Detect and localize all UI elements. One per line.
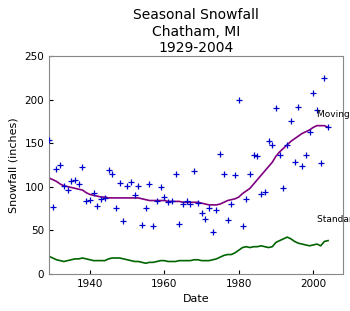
Point: [113, 206, 119, 211]
Point: [158, 184, 163, 189]
Point: [154, 198, 160, 203]
Y-axis label: Snowfall (inches): Snowfall (inches): [9, 117, 19, 213]
Point: [57, 162, 63, 167]
Point: [165, 200, 171, 205]
Point: [303, 153, 309, 158]
Point: [229, 202, 234, 207]
Point: [221, 172, 227, 177]
Point: [232, 173, 238, 178]
Point: [132, 193, 138, 198]
Point: [83, 198, 89, 203]
Point: [117, 181, 122, 186]
Point: [143, 206, 148, 211]
Point: [277, 153, 282, 158]
Point: [292, 160, 298, 165]
Point: [46, 137, 52, 142]
Point: [307, 129, 312, 134]
Point: [110, 172, 115, 177]
Point: [203, 216, 208, 221]
Point: [135, 183, 141, 188]
Point: [273, 106, 279, 111]
Point: [188, 202, 193, 207]
Point: [121, 218, 126, 223]
Point: [310, 91, 316, 96]
Point: [91, 190, 97, 195]
Point: [244, 196, 249, 201]
Point: [173, 171, 178, 176]
Point: [139, 222, 145, 227]
Point: [236, 97, 241, 102]
Point: [206, 206, 212, 211]
Point: [325, 125, 331, 130]
Point: [50, 205, 56, 210]
Point: [240, 223, 245, 228]
Point: [199, 210, 204, 215]
Point: [285, 142, 290, 147]
Point: [61, 183, 67, 188]
Point: [254, 154, 260, 159]
Point: [270, 142, 275, 147]
Point: [87, 197, 93, 202]
Point: [295, 105, 301, 110]
Point: [76, 182, 82, 187]
Point: [217, 152, 223, 157]
Title: Seasonal Snowfall
Chatham, MI
1929-2004: Seasonal Snowfall Chatham, MI 1929-2004: [133, 8, 259, 55]
Point: [184, 198, 189, 203]
Point: [54, 167, 59, 172]
Point: [299, 163, 305, 168]
Text: Standard Dev.: Standard Dev.: [317, 215, 350, 224]
Point: [176, 221, 182, 226]
Point: [258, 191, 264, 196]
Point: [288, 119, 294, 124]
Point: [210, 230, 216, 234]
Point: [191, 169, 197, 174]
Point: [124, 183, 130, 188]
Point: [195, 201, 201, 206]
Point: [65, 188, 70, 193]
Point: [169, 198, 175, 203]
Point: [98, 196, 104, 201]
Point: [147, 182, 152, 187]
Point: [262, 189, 268, 194]
Point: [180, 202, 186, 207]
Point: [106, 168, 111, 173]
Point: [225, 217, 230, 222]
Point: [94, 203, 100, 208]
Point: [128, 180, 134, 185]
Text: Moving Average: Moving Average: [317, 110, 350, 119]
Point: [214, 208, 219, 213]
Point: [322, 75, 327, 80]
X-axis label: Date: Date: [183, 294, 209, 304]
Point: [247, 171, 253, 176]
Point: [318, 160, 323, 165]
Point: [266, 139, 271, 144]
Point: [80, 165, 85, 170]
Point: [251, 153, 257, 158]
Point: [281, 186, 286, 191]
Point: [314, 108, 320, 113]
Point: [162, 195, 167, 200]
Point: [69, 178, 74, 183]
Point: [72, 177, 78, 182]
Point: [150, 223, 156, 228]
Point: [102, 195, 107, 200]
